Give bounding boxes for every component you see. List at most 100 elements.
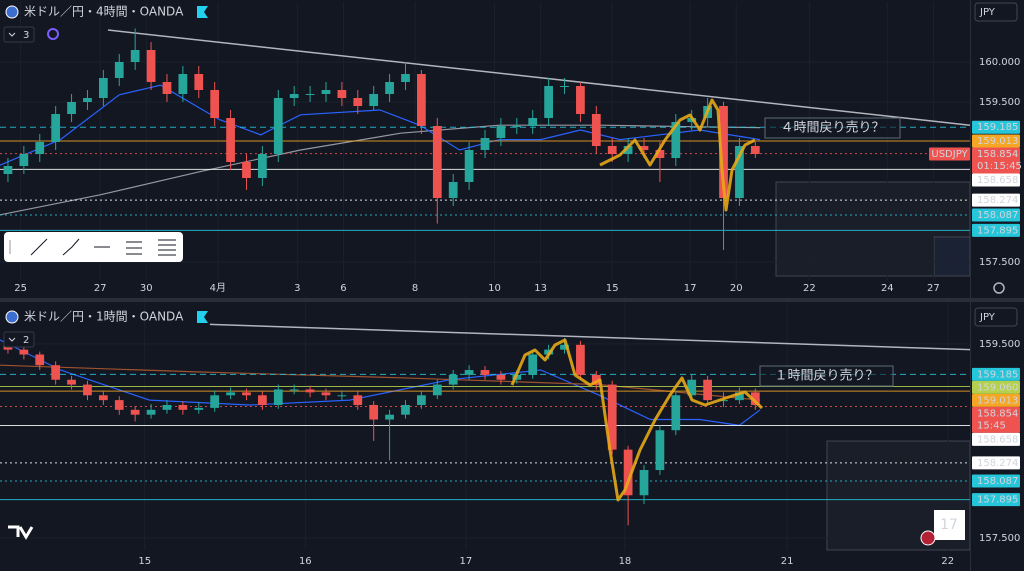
x-tick-label: 24 (881, 283, 894, 294)
candle-body (337, 395, 347, 397)
candle-body (130, 409, 140, 415)
candle-body (178, 404, 188, 410)
drawing-toolbar[interactable] (4, 232, 183, 262)
price-tag (972, 223, 1020, 237)
calendar-day: 17 (940, 517, 958, 533)
candle-body (114, 400, 124, 410)
candle-body (3, 166, 13, 174)
candle-body (114, 62, 124, 78)
price-tag-label: 158.658 (977, 434, 1018, 445)
candle-body (607, 146, 617, 154)
chevron (8, 32, 16, 37)
candle-body (83, 384, 92, 396)
price-tag-label: 159.013 (977, 136, 1018, 147)
candle-body (576, 344, 585, 375)
price-tag (972, 147, 1020, 174)
channel-tool[interactable] (126, 241, 142, 255)
candle-body (401, 74, 410, 82)
candle-body (735, 392, 744, 401)
candle-body (51, 114, 61, 142)
settings-icon[interactable] (993, 282, 1005, 294)
range-box (933, 236, 971, 277)
candle-body (98, 78, 108, 98)
currency: JPY (979, 312, 996, 323)
candle-body (321, 90, 331, 94)
candle-body (83, 98, 92, 102)
x-tick-label: 16 (299, 556, 312, 567)
background-layer (775, 181, 971, 551)
symbol-flag (5, 310, 19, 324)
ray-tool[interactable] (62, 238, 80, 256)
candle-body (448, 374, 458, 385)
candle-body (544, 86, 553, 118)
price-tag-label: 159.185 (977, 122, 1018, 133)
candle-body (448, 182, 458, 198)
event-flag[interactable] (920, 530, 936, 546)
trendline (107, 29, 971, 126)
price-tag-label: 158.087 (977, 476, 1018, 487)
trendline-tool[interactable] (30, 238, 48, 256)
candle-body (146, 409, 156, 415)
price-tag (972, 406, 1020, 433)
candle-body (289, 389, 299, 391)
candle-body (210, 90, 220, 118)
candle-body (671, 395, 681, 431)
candle-body (480, 138, 490, 150)
annotation-box (764, 117, 901, 139)
symbol-tag (929, 147, 970, 161)
price-tag (972, 493, 1020, 507)
annotation: １時間戻り売り？ (774, 368, 878, 384)
x-tick-label: 15 (138, 556, 151, 567)
candle-body (687, 379, 697, 396)
x-tick-label: 20 (730, 283, 743, 294)
chart-title: 米ドル／円・4時間・OANDA (24, 5, 184, 19)
candle-body (607, 384, 617, 450)
price-tag-label: 158.658 (977, 175, 1018, 186)
x-tick-label: 25 (14, 283, 27, 294)
price-tag (972, 367, 1020, 381)
indicator-chip[interactable] (3, 331, 35, 348)
candle-body (273, 389, 283, 405)
candle-body (623, 449, 633, 496)
fib-tool[interactable] (158, 239, 176, 256)
candle-body (432, 126, 442, 198)
candle-body (35, 142, 45, 154)
candle-body (401, 404, 410, 415)
candle-body (671, 122, 681, 158)
candle-body (385, 82, 394, 94)
candle-body (19, 349, 29, 355)
price-tag (972, 474, 1020, 488)
x-tick-label: 17 (460, 556, 473, 567)
candle-body (146, 50, 156, 82)
chevron (8, 337, 16, 342)
candle-body (480, 370, 490, 375)
price-tag-label: 158.274 (977, 458, 1018, 469)
candle-body (464, 150, 474, 182)
candle-body (750, 392, 760, 405)
price-tag-label: 159.013 (977, 395, 1018, 406)
candle-body (67, 102, 76, 114)
candle-body (35, 354, 45, 366)
trendline (209, 323, 971, 351)
x-tick-label: 18 (619, 556, 632, 567)
chart-title: 米ドル／円・1時間・OANDA (24, 310, 184, 324)
candle-body (194, 74, 204, 90)
currency-button[interactable] (974, 307, 1018, 327)
candle-body (639, 470, 649, 496)
candle-body (369, 404, 379, 420)
candle-body (496, 374, 506, 380)
indicator-chip[interactable] (3, 26, 35, 43)
x-tick-label: 15 (606, 283, 619, 294)
y-tick-label: 159.500 (979, 339, 1020, 350)
price-tag-label: 157.895 (977, 225, 1018, 236)
x-tick-label: 22 (941, 556, 954, 567)
moving-average (0, 364, 761, 401)
currency-button[interactable] (974, 2, 1018, 22)
price-tag (972, 173, 1020, 187)
countdown: 15:45 (977, 420, 1006, 431)
x-tick-label: 6 (340, 283, 346, 294)
candle-body (337, 90, 347, 98)
candle-body (51, 365, 61, 380)
